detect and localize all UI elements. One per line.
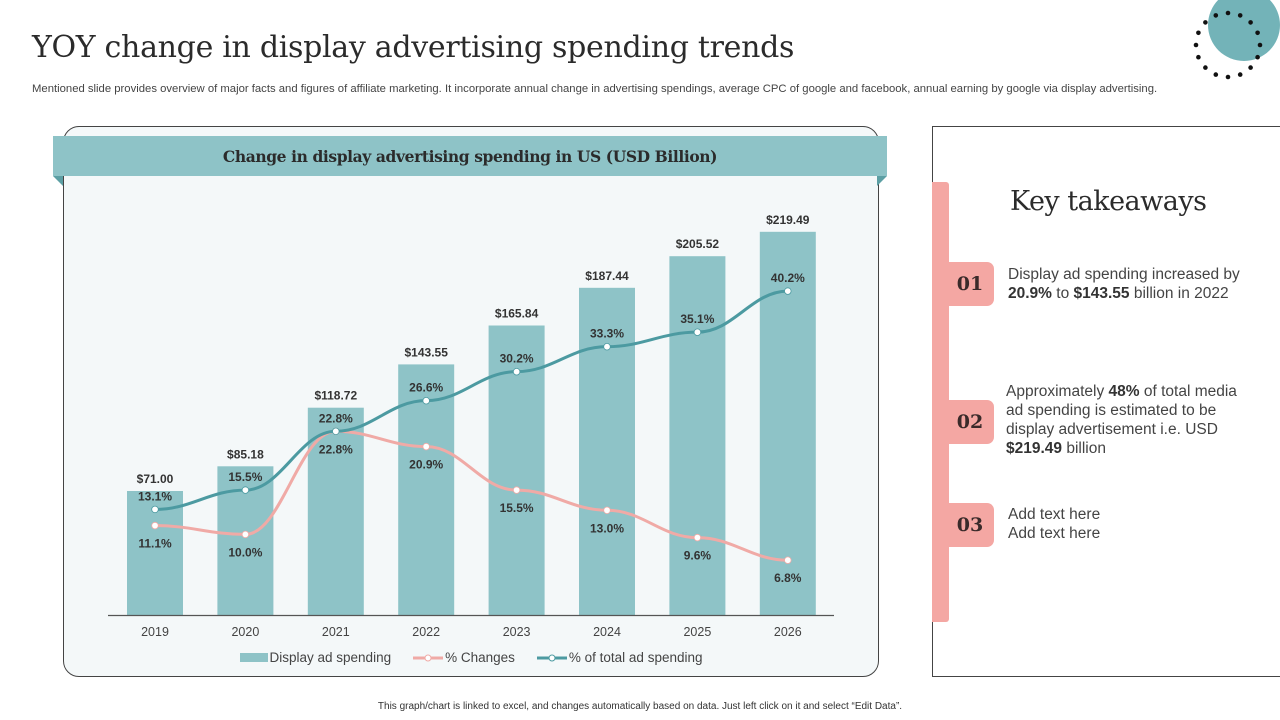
takeaway-number-02: 02 <box>932 400 994 444</box>
deco-dot <box>1255 30 1260 36</box>
legend-item-changes[interactable]: % Changes <box>413 650 515 665</box>
takeaway-run: billion in 2022 <box>1129 285 1229 302</box>
legend-item-total-ad-spending[interactable]: % of total ad spending <box>536 650 703 665</box>
deco-dot <box>1193 42 1199 48</box>
takeaway-number-03: 03 <box>932 503 994 547</box>
takeaway-highlight: 48% <box>1108 383 1140 400</box>
takeaway-run: Approximately <box>1006 383 1109 400</box>
deco-dot <box>1203 65 1208 70</box>
legend-item-display-ad-spending[interactable]: Display ad spending <box>239 650 392 665</box>
chart-title-ribbon: Change in display advertising spending i… <box>53 136 887 176</box>
takeaway-highlight: $219.49 <box>1006 440 1063 457</box>
takeaway-number-01: 01 <box>932 262 994 306</box>
deco-dot <box>1237 72 1243 77</box>
chart-legend: Display ad spending % Changes % of total… <box>63 650 879 665</box>
chart-card[interactable] <box>63 126 879 677</box>
deco-dot <box>1225 10 1231 16</box>
takeaway-highlight: 20.9% <box>1008 285 1052 302</box>
takeaway-run: Display ad spending increased by <box>1008 266 1240 283</box>
deco-dotted-ring <box>1193 10 1263 80</box>
deco-dot <box>1203 20 1208 25</box>
deco-dot <box>1196 30 1201 36</box>
decorative-circle-icon <box>1193 0 1280 80</box>
deco-dot <box>1213 13 1219 18</box>
takeaway-run: to <box>1051 285 1074 302</box>
legend-line-marker-icon <box>413 654 444 661</box>
footer-note: This graph/chart is linked to excel, and… <box>377 701 903 712</box>
takeaway-line[interactable]: Add text here <box>1008 506 1101 523</box>
takeaway-run: billion <box>1062 440 1106 457</box>
legend-label: % of total ad spending <box>568 650 703 665</box>
legend-bar-swatch-icon <box>239 653 268 662</box>
ribbon-fold-left <box>53 176 63 186</box>
deco-dot <box>1213 72 1219 77</box>
slide-title: YOY change in display advertising spendi… <box>32 30 795 65</box>
legend-label: % Changes <box>445 650 515 665</box>
legend-line-marker-icon <box>536 654 567 661</box>
takeaway-line[interactable]: Add text here <box>1008 525 1101 542</box>
legend-label: Display ad spending <box>269 650 392 665</box>
deco-dot <box>1248 20 1253 25</box>
deco-dot <box>1196 54 1201 60</box>
takeaway-run: of total media ad spending is estimated … <box>1006 383 1237 438</box>
deco-dot <box>1255 54 1260 60</box>
deco-dot <box>1237 13 1243 18</box>
deco-filled-circle <box>1208 0 1280 61</box>
takeaway-highlight: $143.55 <box>1073 285 1130 302</box>
slide-subtitle: Mentioned slide provides overview of maj… <box>32 83 1158 95</box>
takeaway-text-03[interactable]: Add text here Add text here <box>1008 505 1258 543</box>
ribbon-fold-right <box>877 176 887 186</box>
deco-dot <box>1248 65 1253 70</box>
deco-dot <box>1225 74 1231 80</box>
deco-dot <box>1257 42 1263 48</box>
chart-title: Change in display advertising spending i… <box>222 146 718 166</box>
takeaways-title: Key takeaways <box>1010 186 1207 217</box>
takeaway-text-02[interactable]: Approximately 48% of total media ad spen… <box>1006 382 1256 458</box>
takeaway-text-01[interactable]: Display ad spending increased by 20.9% t… <box>1008 265 1258 303</box>
